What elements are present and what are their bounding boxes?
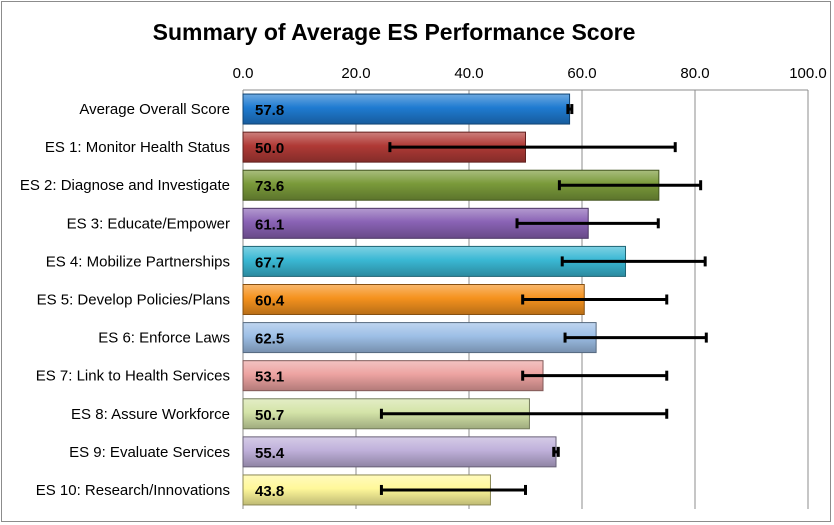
category-label: ES 8: Assure Workforce <box>71 406 230 423</box>
value-label: 53.1 <box>255 369 284 386</box>
x-tick-label: 40.0 <box>454 65 483 82</box>
x-tick-label: 100.0 <box>789 65 827 82</box>
category-label: ES 2: Diagnose and Investigate <box>20 177 230 194</box>
value-label: 55.4 <box>255 445 285 462</box>
x-axis-ticks: 0.0 20.0 40.0 60.0 80.0 100.0 <box>233 65 827 82</box>
value-label: 60.4 <box>255 293 285 310</box>
x-tick-label: 0.0 <box>233 65 254 82</box>
value-label: 67.7 <box>255 254 284 271</box>
bar <box>242 322 597 354</box>
category-labels: Average Overall Score ES 1: Monitor Healt… <box>20 101 230 499</box>
category-label: ES 3: Educate/Empower <box>67 215 230 232</box>
category-label: ES 6: Enforce Laws <box>98 330 230 347</box>
value-label: 50.7 <box>255 407 284 424</box>
x-tick-label: 60.0 <box>567 65 596 82</box>
bar <box>242 436 557 468</box>
category-label: ES 9: Evaluate Services <box>69 444 230 461</box>
value-label: 50.0 <box>255 140 284 157</box>
value-label: 73.6 <box>255 178 284 195</box>
category-label: ES 1: Monitor Health Status <box>45 139 230 156</box>
x-tick-label: 80.0 <box>680 65 709 82</box>
value-label: 61.1 <box>255 216 284 233</box>
error-bars <box>379 104 708 495</box>
category-label: ES 5: Develop Policies/Plans <box>37 292 230 309</box>
bar <box>242 360 544 392</box>
value-label: 43.8 <box>255 483 284 500</box>
category-label: ES 4: Mobilize Partnerships <box>46 253 230 270</box>
value-labels: 57.8 50.0 73.6 61.1 67.7 60.4 62.5 53.1 50.7 55.4… <box>255 102 285 500</box>
category-label: ES 7: Link to Health Services <box>36 368 230 385</box>
x-tick-label: 20.0 <box>341 65 370 82</box>
chart-title: Summary of Average ES Performance Score <box>153 19 636 45</box>
category-label: ES 10: Research/Innovations <box>36 482 230 499</box>
bar <box>242 93 571 125</box>
value-label: 62.5 <box>255 331 284 348</box>
value-label: 57.8 <box>255 102 284 119</box>
category-label: Average Overall Score <box>79 101 230 118</box>
